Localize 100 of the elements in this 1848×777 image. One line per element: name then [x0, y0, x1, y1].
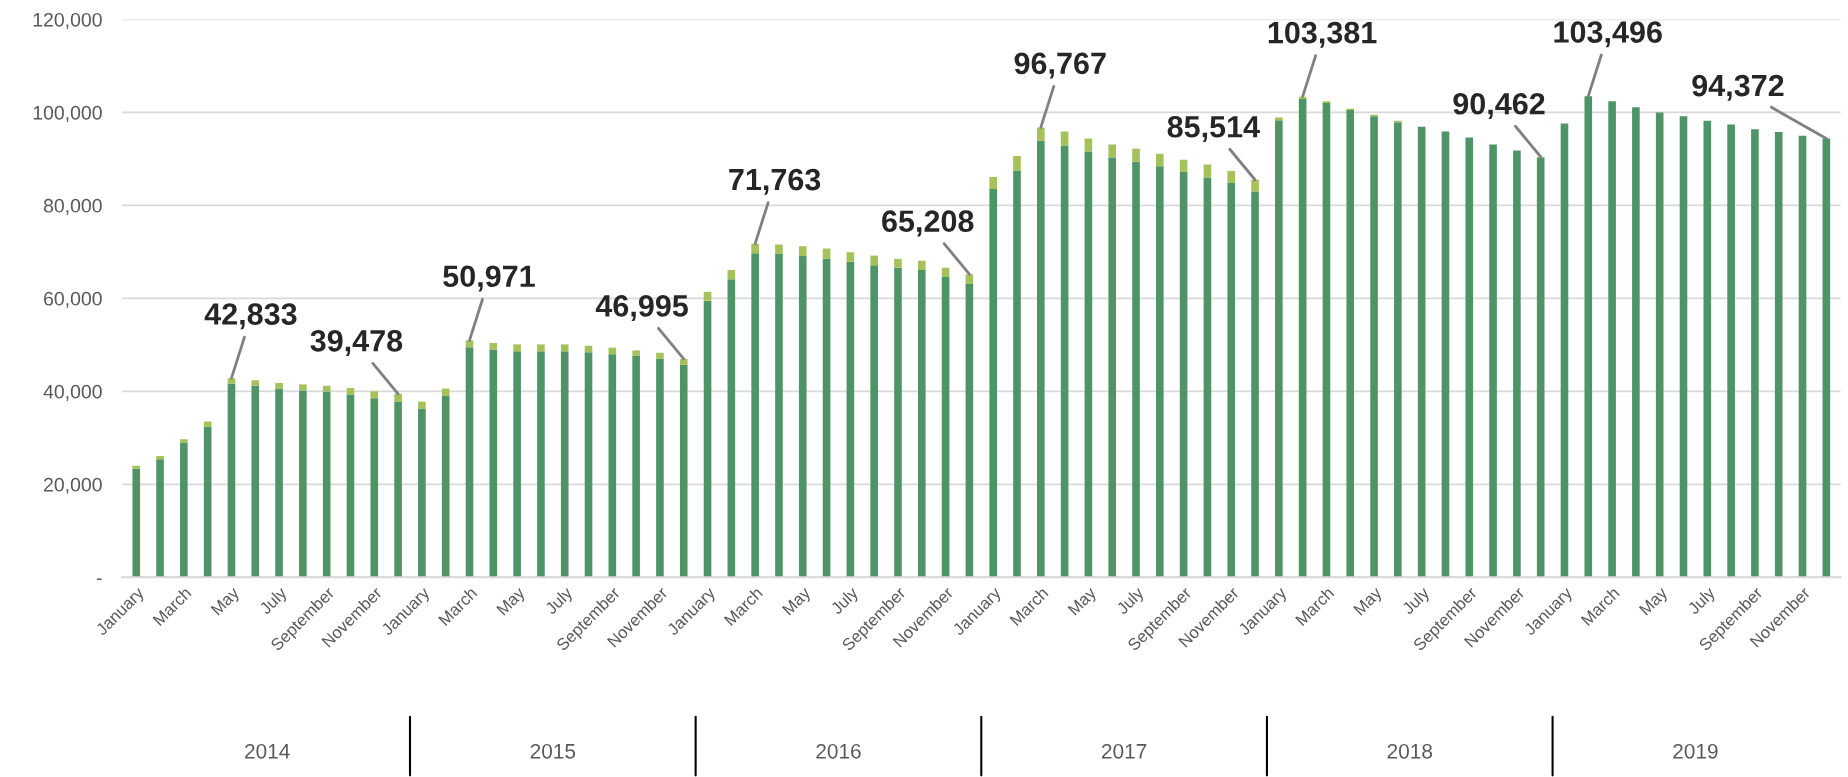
bar: [1298, 98, 1307, 578]
bar: [156, 459, 164, 578]
bar: [798, 246, 807, 257]
bar: [346, 388, 355, 395]
bar: [870, 265, 878, 578]
bar: [1203, 177, 1212, 578]
bar: [346, 394, 355, 578]
y-tick-label: 60,000: [44, 291, 102, 308]
bar: [679, 358, 688, 365]
bar: [1013, 170, 1021, 578]
total-label: 103,496: [1554, 21, 1662, 48]
bar: [1251, 191, 1259, 578]
total-label: 94,372: [1692, 74, 1784, 101]
bar: [513, 351, 521, 578]
total-label: 85,514: [1167, 115, 1260, 143]
bar: [846, 261, 855, 578]
total-label: 50,971: [443, 265, 535, 292]
bar: [1489, 144, 1497, 578]
total-label: 42,833: [204, 303, 297, 330]
bar: [299, 384, 307, 391]
bar: [632, 355, 640, 578]
bar: [441, 388, 450, 396]
bar: [203, 426, 212, 578]
bar: [180, 439, 188, 443]
text: 2017: [1101, 743, 1147, 759]
bar: [1394, 122, 1402, 578]
y-tick-label: 80,000: [43, 198, 102, 215]
x-tick-label: May: [496, 586, 529, 618]
bar: [1370, 116, 1378, 578]
total-label: 90,462: [1453, 92, 1545, 120]
bar: [203, 421, 212, 427]
bar: [1751, 129, 1759, 578]
bar: [894, 258, 902, 268]
bar: [1132, 148, 1140, 162]
bar: [132, 465, 141, 469]
bar: [1441, 131, 1450, 578]
bar: [703, 300, 712, 578]
total-label: 65,208: [882, 210, 974, 237]
bar: [1727, 124, 1735, 578]
x-tick-label: May: [210, 586, 243, 618]
bar: [1822, 138, 1831, 578]
total-label: 96,767: [1014, 52, 1106, 79]
bar: [1513, 150, 1521, 578]
bar: [751, 253, 759, 578]
bar: [917, 260, 926, 271]
bar: [394, 401, 402, 578]
bar: [1632, 107, 1640, 578]
bar: [1036, 127, 1045, 141]
bar: [1560, 123, 1569, 578]
bar: [275, 388, 283, 578]
x-tick-label: May: [781, 586, 814, 618]
bar: [1774, 131, 1783, 578]
bar: [989, 177, 997, 190]
bar: [941, 276, 950, 578]
y-tick-label: 40,000: [43, 384, 102, 401]
x-tick-label: May: [1638, 586, 1671, 618]
bar: [1084, 138, 1093, 152]
bar: [798, 256, 807, 578]
bar: [1060, 131, 1069, 146]
bar: [917, 270, 926, 578]
bar: [1013, 156, 1021, 171]
bar: [1346, 110, 1355, 578]
bar: [1465, 137, 1474, 578]
bar: [656, 358, 664, 578]
bar: [965, 283, 974, 578]
total-label: 46,995: [595, 295, 688, 322]
bar: [251, 385, 260, 578]
y-tick-label: 20,000: [44, 477, 102, 494]
total-label: 39,478: [310, 329, 403, 357]
bar: [1679, 116, 1688, 578]
text: 2014: [245, 743, 290, 759]
bar: [608, 354, 617, 578]
bar: [513, 344, 521, 352]
bar: [156, 455, 164, 460]
bar: [870, 255, 878, 266]
bar: [1655, 112, 1664, 578]
bar: [370, 398, 379, 578]
bar: [775, 253, 783, 578]
bar: [1179, 171, 1188, 578]
bar: [1798, 135, 1807, 578]
bar: [1084, 151, 1093, 578]
bar: [679, 364, 688, 578]
bar: [1179, 159, 1188, 172]
x-tick-label: May: [1353, 586, 1386, 618]
bar: [1584, 96, 1593, 578]
bar: [537, 344, 545, 352]
bar: [251, 380, 260, 386]
text: 2018: [1387, 743, 1433, 759]
bar: [846, 252, 855, 262]
bar: [322, 385, 331, 392]
bar: [322, 391, 331, 578]
text: 2019: [1673, 743, 1718, 759]
bar: [822, 258, 831, 578]
bar: [1108, 144, 1117, 158]
text: 2015: [530, 743, 576, 759]
bar: [465, 347, 474, 578]
bar: [1156, 166, 1164, 578]
bar: [489, 349, 498, 578]
bar: [299, 390, 307, 578]
total-label: 103,381: [1268, 21, 1377, 48]
